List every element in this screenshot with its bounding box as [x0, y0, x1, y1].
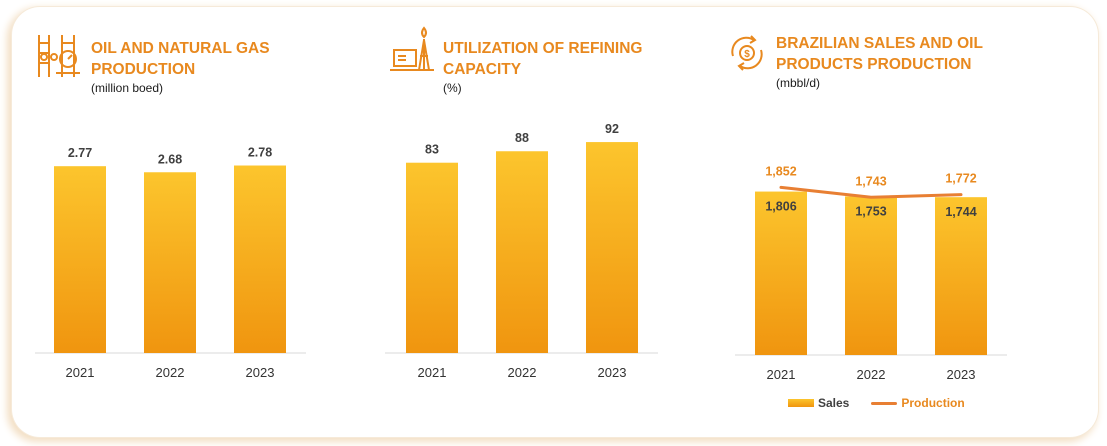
bar-value-label: 1,753 [855, 204, 886, 218]
x-tick-label: 2023 [598, 365, 627, 380]
chart-unit: (million boed) [91, 81, 164, 95]
panel-refining-capacity: UTILIZATION OF REFINING CAPACITY (%) 83 2… [360, 0, 720, 446]
x-tick-label: 2021 [767, 367, 796, 382]
x-tick-label: 2021 [418, 365, 447, 380]
bar [496, 151, 548, 353]
line-value-label: 1,852 [765, 164, 796, 178]
x-tick-label: 2022 [156, 365, 185, 380]
chart-title: OIL AND NATURAL GAS PRODUCTION [91, 40, 270, 78]
bar-value-label: 1,806 [765, 200, 796, 214]
chart-brazilian-sales-production: 1,806 2021 1,753 2022 1,744 2023 1,852 1,743 1,7… [735, 164, 1007, 382]
chart-oil-gas-production: 2.77 2021 2.68 2022 2.78 2023 [35, 146, 306, 380]
chart-title: BRAZILIAN SALES AND OIL PRODUCTS PRODUCT… [776, 35, 983, 73]
chart-title: UTILIZATION OF REFINING CAPACITY [443, 40, 643, 78]
bar-value-label: 1,744 [945, 205, 976, 219]
svg-text:$: $ [744, 49, 750, 60]
refinery-icon [390, 26, 434, 71]
chart-legend: Sales Production [788, 396, 965, 410]
oil-gas-production-icon [38, 35, 80, 77]
bar-value-label: 2.77 [68, 146, 92, 160]
production-line [779, 185, 963, 199]
chart-unit: (%) [443, 81, 462, 95]
bar [845, 196, 897, 355]
bar [586, 142, 638, 353]
bar-value-label: 2.68 [158, 152, 182, 166]
x-tick-label: 2023 [947, 367, 976, 382]
bar [54, 166, 106, 353]
legend-sales-label: Sales [818, 396, 850, 410]
legend-production-swatch [871, 401, 898, 405]
line-value-label: 1,772 [945, 172, 976, 186]
bar [234, 165, 286, 353]
chart-unit: (mbbl/d) [776, 76, 821, 90]
bar [935, 197, 987, 355]
chart-refining-capacity: 83 2021 88 2022 92 2023 [385, 122, 658, 380]
x-tick-label: 2022 [508, 365, 537, 380]
bar [755, 191, 807, 355]
panel-brazilian-sales: $ BRAZILIAN SALES AND OIL PRODUCTS PRODU… [720, 0, 1107, 446]
bar-value-label: 2.78 [248, 146, 272, 160]
bar [406, 162, 458, 353]
panel-oil-gas-production: OIL AND NATURAL GAS PRODUCTION (million … [0, 0, 360, 446]
bar-value-label: 88 [515, 131, 529, 145]
bar [144, 172, 196, 353]
bar-value-label: 92 [605, 122, 619, 136]
x-tick-label: 2022 [857, 367, 886, 382]
x-tick-label: 2023 [246, 365, 275, 380]
legend-sales-swatch [788, 399, 814, 407]
bar-value-label: 83 [425, 143, 439, 157]
legend-production-label: Production [901, 396, 965, 410]
dollar-exchange-icon: $ [731, 35, 763, 71]
line-value-label: 1,743 [855, 174, 886, 188]
x-tick-label: 2021 [66, 365, 95, 380]
